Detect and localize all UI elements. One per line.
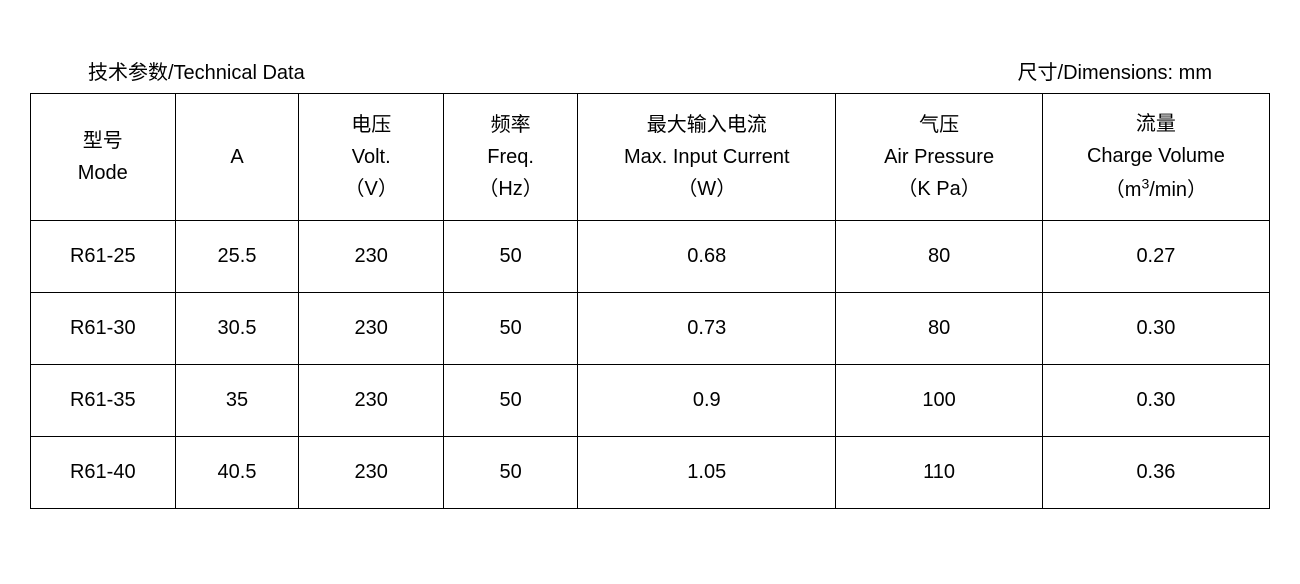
column-header-line: Mode — [78, 162, 128, 184]
cell-freq: 50 — [443, 220, 577, 292]
column-header-line: （V） — [345, 178, 398, 200]
cell-volume: 0.30 — [1042, 292, 1269, 364]
column-header-freq: 频率 Freq. （Hz） — [443, 94, 577, 221]
cell-a: 25.5 — [175, 220, 299, 292]
column-header-line: 型号 — [83, 130, 123, 152]
table-header: 型号 Mode A 电压 Volt. （V） 频率 Freq. （Hz） 最大输… — [31, 94, 1270, 221]
cell-mode: R61-35 — [31, 364, 176, 436]
column-header-line: Charge Volume — [1087, 145, 1225, 167]
cell-pressure: 80 — [836, 220, 1043, 292]
column-header-line: （Hz） — [478, 178, 542, 200]
column-header-line: A — [230, 146, 243, 168]
column-header-mode: 型号 Mode — [31, 94, 176, 221]
column-header-line: 气压 — [919, 114, 959, 136]
header-left-label: 技术参数/Technical Data — [88, 56, 305, 85]
table-row: R61-40 40.5 230 50 1.05 110 0.36 — [31, 436, 1270, 508]
column-header-line: 电压 — [351, 114, 391, 136]
column-header-line: Volt. — [352, 146, 391, 168]
cell-a: 30.5 — [175, 292, 299, 364]
cell-volume: 0.36 — [1042, 436, 1269, 508]
column-header-a: A — [175, 94, 299, 221]
header-row: 技术参数/Technical Data 尺寸/Dimensions: mm — [30, 56, 1270, 93]
cell-pressure: 100 — [836, 364, 1043, 436]
table-row: R61-25 25.5 230 50 0.68 80 0.27 — [31, 220, 1270, 292]
column-header-line: 频率 — [491, 114, 531, 136]
cell-current: 1.05 — [578, 436, 836, 508]
column-header-line: Freq. — [487, 146, 534, 168]
technical-data-table: 型号 Mode A 电压 Volt. （V） 频率 Freq. （Hz） 最大输… — [30, 93, 1270, 509]
cell-current: 0.68 — [578, 220, 836, 292]
cell-volt: 230 — [299, 364, 444, 436]
column-header-volt: 电压 Volt. （V） — [299, 94, 444, 221]
cell-mode: R61-30 — [31, 292, 176, 364]
table-row: R61-35 35 230 50 0.9 100 0.30 — [31, 364, 1270, 436]
cell-a: 35 — [175, 364, 299, 436]
header-right-label: 尺寸/Dimensions: mm — [1018, 56, 1212, 85]
cell-pressure: 80 — [836, 292, 1043, 364]
column-header-line: 流量 — [1136, 113, 1176, 135]
cell-volume: 0.27 — [1042, 220, 1269, 292]
column-header-current: 最大输入电流 Max. Input Current （W） — [578, 94, 836, 221]
cell-mode: R61-25 — [31, 220, 176, 292]
cell-mode: R61-40 — [31, 436, 176, 508]
table-row: R61-30 30.5 230 50 0.73 80 0.30 — [31, 292, 1270, 364]
table-body: R61-25 25.5 230 50 0.68 80 0.27 R61-30 3… — [31, 220, 1270, 508]
cell-volume: 0.30 — [1042, 364, 1269, 436]
table-header-row: 型号 Mode A 电压 Volt. （V） 频率 Freq. （Hz） 最大输… — [31, 94, 1270, 221]
column-header-line: （K Pa） — [897, 178, 980, 200]
cell-freq: 50 — [443, 436, 577, 508]
cell-volt: 230 — [299, 292, 444, 364]
cell-pressure: 110 — [836, 436, 1043, 508]
column-header-volume: 流量 Charge Volume （m3/min） — [1042, 94, 1269, 221]
cell-volt: 230 — [299, 220, 444, 292]
column-header-line: Air Pressure — [884, 146, 994, 168]
column-header-line: Max. Input Current — [624, 146, 790, 168]
cell-freq: 50 — [443, 364, 577, 436]
cell-current: 0.73 — [578, 292, 836, 364]
cell-freq: 50 — [443, 292, 577, 364]
cell-current: 0.9 — [578, 364, 836, 436]
column-header-line: （W） — [677, 178, 736, 200]
cell-volt: 230 — [299, 436, 444, 508]
column-header-pressure: 气压 Air Pressure （K Pa） — [836, 94, 1043, 221]
cell-a: 40.5 — [175, 436, 299, 508]
column-header-line: （m3/min） — [1105, 179, 1207, 201]
column-header-line: 最大输入电流 — [647, 114, 767, 136]
